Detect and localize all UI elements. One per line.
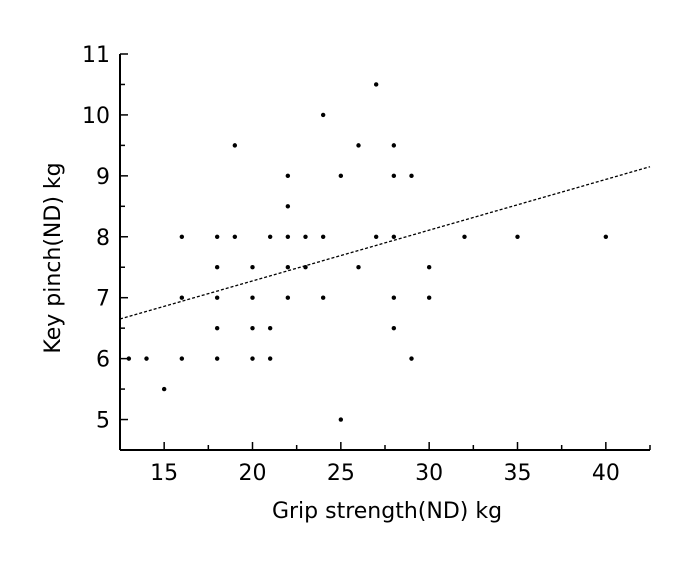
- data-points: [126, 82, 609, 422]
- y-tick-label: 7: [96, 287, 110, 312]
- data-point: [285, 295, 291, 300]
- data-point: [161, 386, 167, 392]
- data-point: [320, 234, 326, 239]
- data-point: [267, 234, 273, 239]
- data-point: [267, 356, 273, 361]
- data-point: [285, 173, 291, 179]
- data-point: [232, 234, 238, 239]
- data-point: [338, 417, 344, 422]
- data-point: [462, 234, 467, 239]
- data-point: [250, 295, 255, 300]
- data-point: [144, 356, 149, 361]
- data-point: [391, 295, 397, 300]
- data-point: [214, 325, 220, 331]
- data-point: [285, 265, 291, 270]
- data-point: [179, 295, 185, 300]
- data-point: [214, 356, 220, 361]
- data-point: [515, 234, 520, 239]
- data-point: [373, 82, 379, 87]
- trendline-group: [119, 166, 651, 320]
- x-tick-label: 40: [592, 461, 620, 486]
- y-tick-label: 10: [82, 104, 110, 129]
- data-point: [603, 234, 609, 239]
- data-point: [356, 143, 361, 148]
- data-point: [303, 265, 308, 270]
- data-point: [179, 356, 185, 361]
- y-tick-label: 9: [96, 165, 110, 190]
- data-point: [391, 325, 397, 331]
- x-tick-label: 30: [415, 461, 443, 486]
- x-tick-label: 20: [239, 461, 267, 486]
- data-point: [338, 173, 344, 179]
- tick-marks: 15 20 25 30 35 40 5 6 7 8 9 10 11: [82, 43, 651, 486]
- data-point: [320, 112, 326, 118]
- data-point: [214, 234, 220, 239]
- y-tick-label: 5: [96, 409, 110, 434]
- trendline: [119, 166, 651, 320]
- data-point: [409, 356, 414, 361]
- y-axis-label: Key pinch(ND) kg: [41, 162, 66, 353]
- x-axis-label: Grip strength(ND) kg: [272, 499, 502, 524]
- x-tick-label: 15: [150, 461, 178, 486]
- data-point: [391, 173, 397, 179]
- x-tick-label: 25: [327, 461, 355, 486]
- data-point: [214, 295, 220, 300]
- data-point: [250, 325, 255, 331]
- data-point: [285, 234, 291, 239]
- data-point: [303, 234, 308, 239]
- y-tick-label: 11: [82, 43, 110, 68]
- data-point: [320, 295, 326, 300]
- data-point: [409, 173, 414, 179]
- data-point: [426, 295, 432, 300]
- x-tick-label: 35: [504, 461, 532, 486]
- data-point: [391, 143, 397, 148]
- data-point: [285, 204, 291, 209]
- axes: [119, 54, 650, 451]
- data-point: [179, 234, 185, 239]
- data-point: [426, 265, 432, 270]
- y-tick-label: 8: [96, 226, 110, 251]
- data-point: [250, 265, 255, 270]
- data-point: [126, 356, 132, 361]
- y-tick-label: 6: [96, 348, 110, 373]
- data-point: [356, 265, 361, 270]
- data-point: [391, 234, 397, 239]
- data-point: [250, 356, 255, 361]
- data-point: [232, 143, 238, 148]
- data-point: [373, 234, 379, 239]
- data-point: [214, 265, 220, 270]
- data-point: [267, 325, 273, 331]
